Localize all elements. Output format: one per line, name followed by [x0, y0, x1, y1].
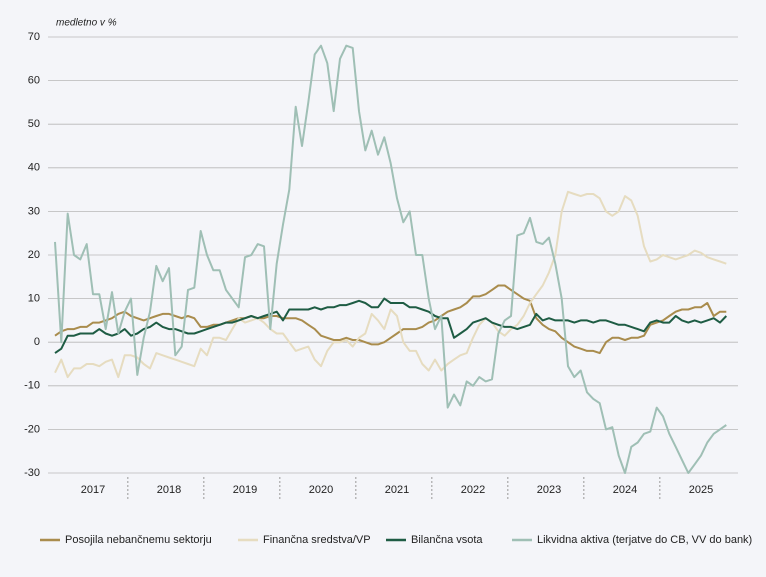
y-tick-label: 70 — [28, 31, 40, 43]
y-tick-label: -30 — [24, 467, 40, 479]
x-tick-label: 2017 — [81, 484, 105, 496]
y-tick-label: 60 — [28, 75, 40, 87]
x-tick-label: 2018 — [157, 484, 181, 496]
x-tick-label: 2022 — [461, 484, 485, 496]
y-tick-label: 30 — [28, 205, 40, 217]
x-tick-label: 2021 — [385, 484, 409, 496]
legend-label: Likvidna aktiva (terjatve do CB, VV do b… — [537, 534, 752, 546]
x-tick-label: 2023 — [537, 484, 561, 496]
series-line — [54, 297, 728, 354]
y-tick-label: -20 — [24, 423, 40, 435]
series-line — [54, 190, 727, 379]
series-line — [54, 284, 727, 355]
y-tick-label: 0 — [34, 336, 40, 348]
x-tick-label: 2025 — [689, 484, 713, 496]
y-tick-label: -10 — [24, 380, 40, 392]
legend-label: Bilančna vsota — [411, 534, 483, 546]
x-tick-label: 2024 — [613, 484, 637, 496]
legend-label: Posojila nebančnemu sektorju — [65, 534, 212, 546]
y-axis-label: medletno v % — [56, 18, 117, 29]
legend-label: Finančna sredstva/VP — [263, 534, 371, 546]
series-line — [54, 44, 727, 474]
y-tick-label: 40 — [28, 162, 40, 174]
y-tick-label: 10 — [28, 293, 40, 305]
y-tick-label: 20 — [28, 249, 40, 261]
x-tick-label: 2019 — [233, 484, 257, 496]
x-tick-label: 2020 — [309, 484, 333, 496]
y-tick-label: 50 — [28, 118, 40, 130]
